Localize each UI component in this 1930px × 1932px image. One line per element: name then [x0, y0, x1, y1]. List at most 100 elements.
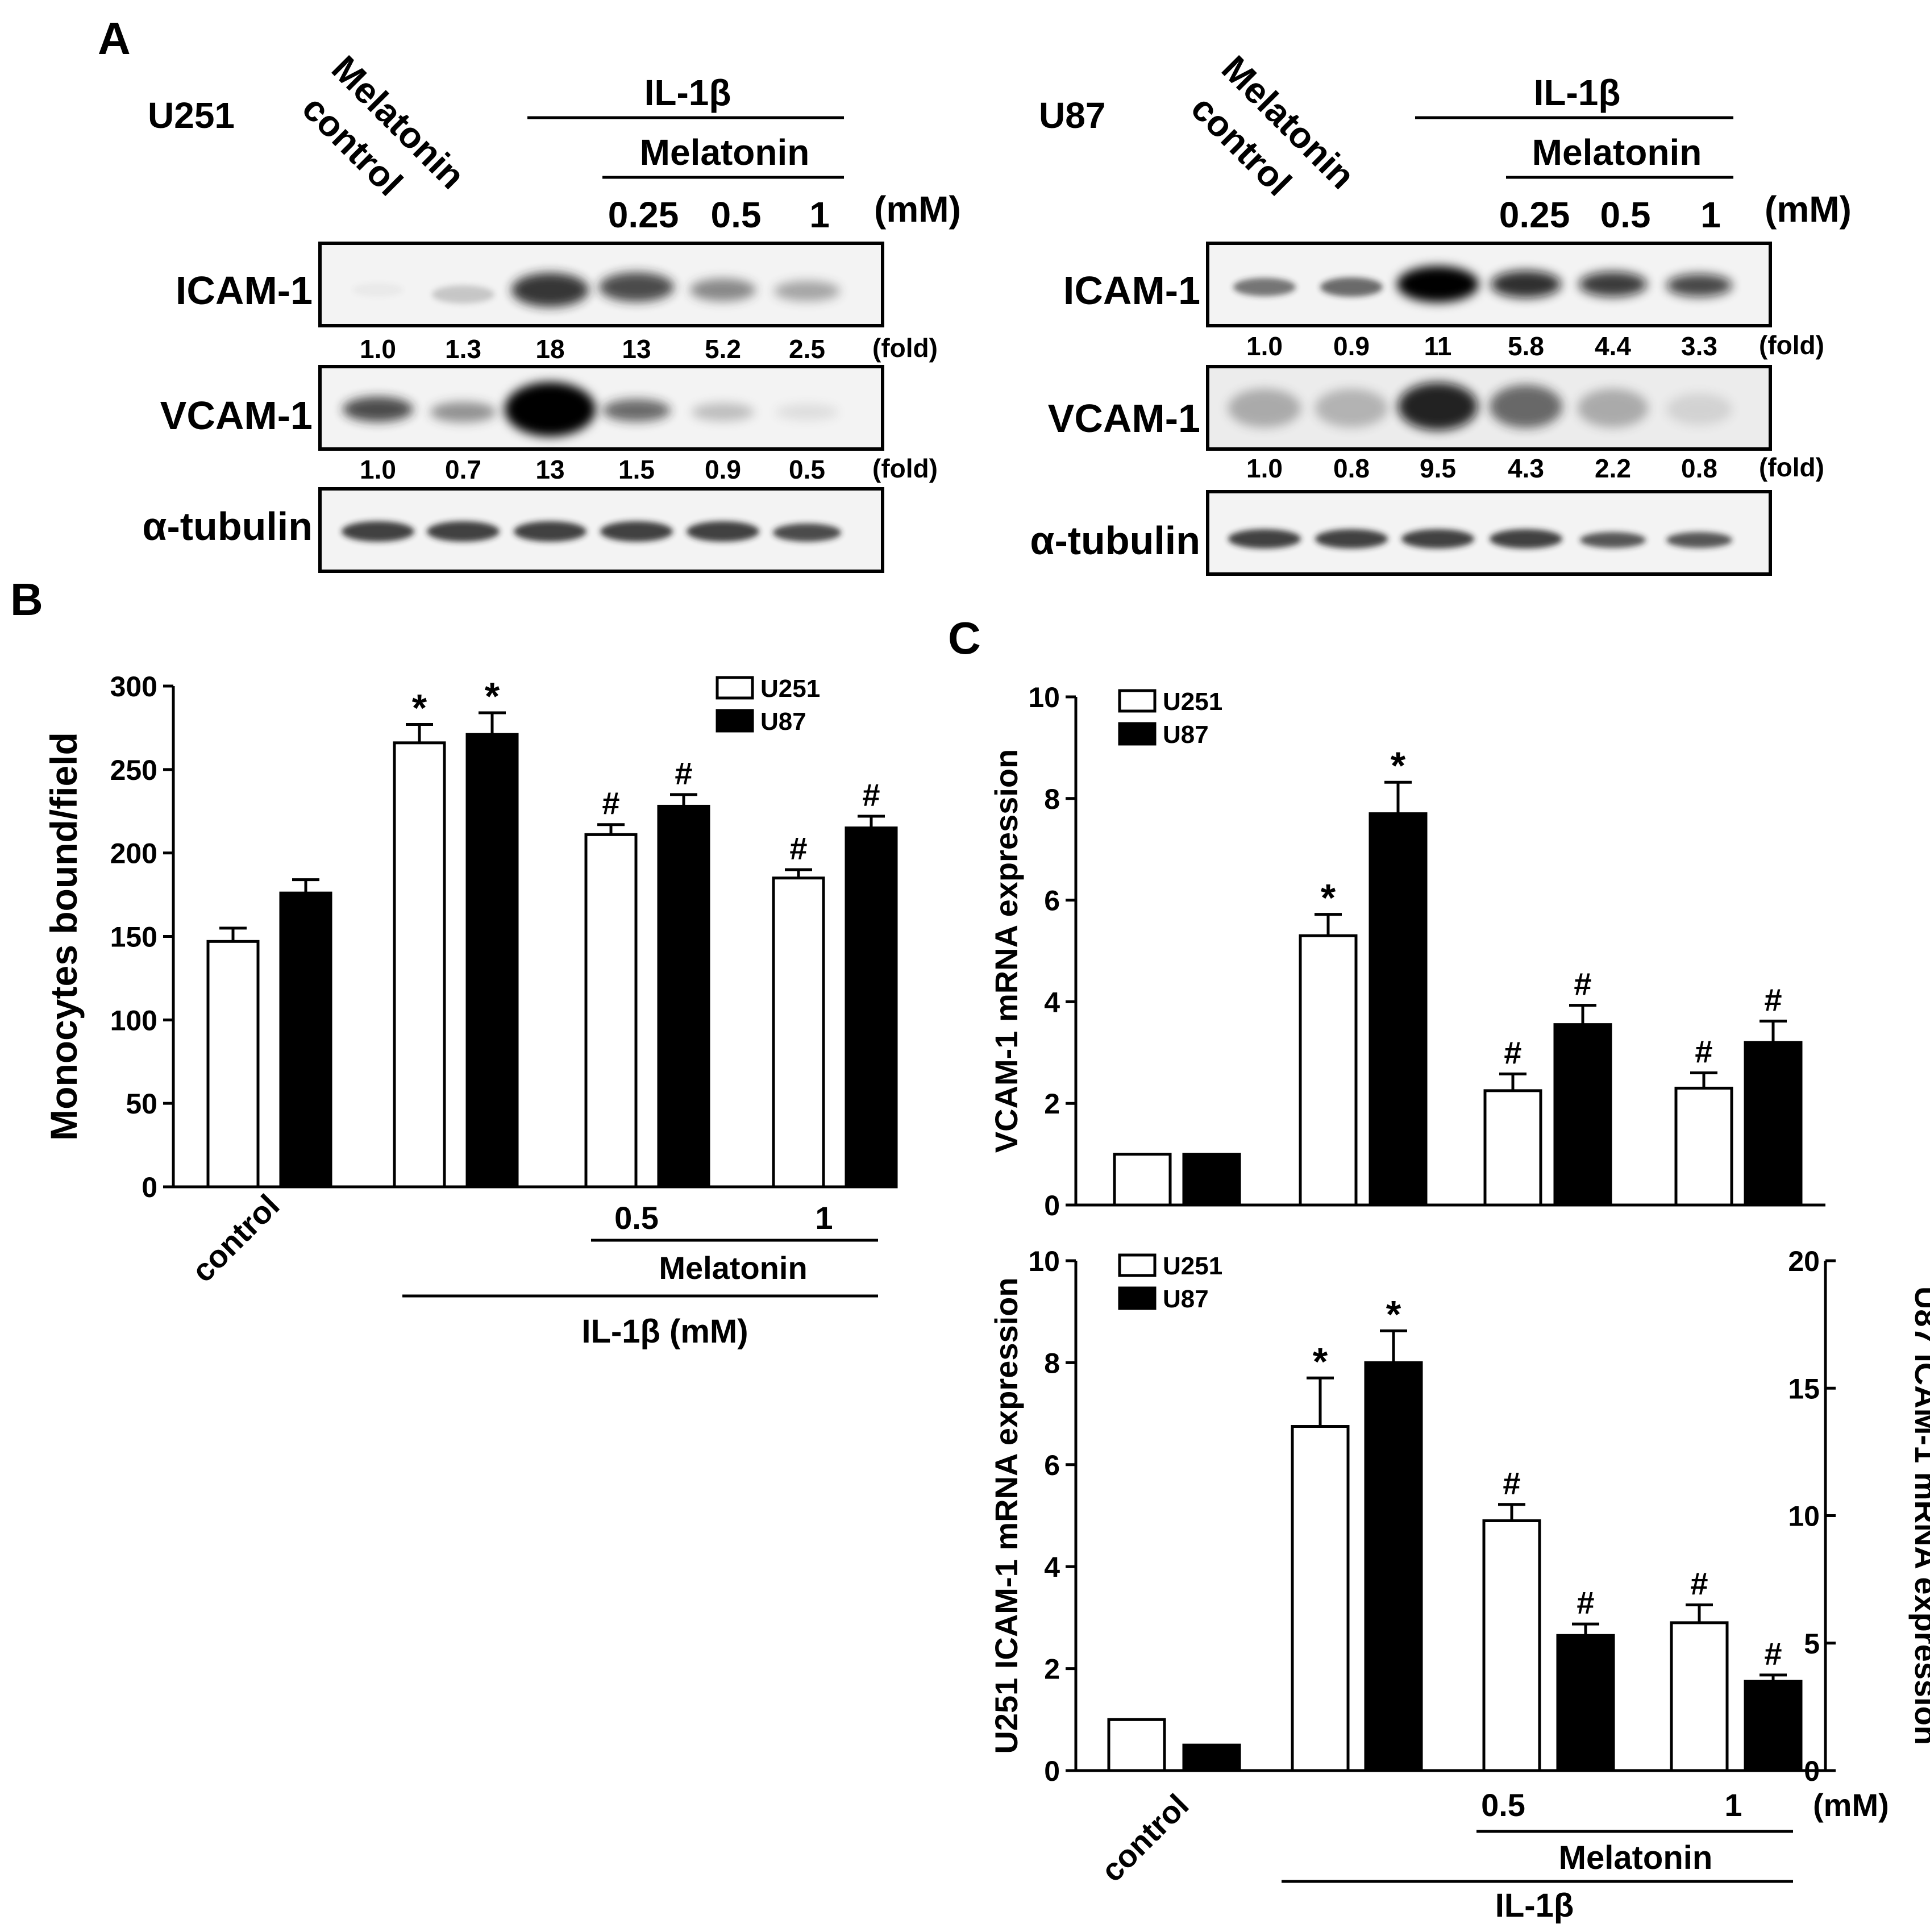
- fold-value: 5.2: [705, 334, 741, 364]
- x-label-control: control: [1094, 1787, 1196, 1889]
- band: [1491, 271, 1561, 298]
- il1b-header: IL-1β: [644, 72, 731, 113]
- bands-tubulin: [342, 521, 841, 542]
- band: [687, 521, 759, 542]
- y-axis-title: VCAM-1 mRNA expression: [988, 749, 1024, 1153]
- y-tick-label: 250: [110, 754, 157, 786]
- bar-u251: [1674, 1086, 1733, 1207]
- band: [1320, 277, 1383, 297]
- legend-swatch-u251: [1118, 689, 1157, 713]
- significance-hash: #: [1503, 1465, 1520, 1501]
- fold-unit: (fold): [1759, 452, 1824, 482]
- y-tick-label: 8: [1044, 783, 1060, 815]
- bar-u87: [1182, 1153, 1241, 1207]
- band: [1579, 272, 1647, 297]
- legend-label-u87: U87: [760, 708, 806, 736]
- fold-value: 4.3: [1508, 454, 1544, 483]
- significance-hash: #: [602, 786, 619, 821]
- legend-swatch-u251: [716, 676, 754, 700]
- band: [1666, 532, 1732, 548]
- bar-u87: [1182, 1743, 1241, 1772]
- fold-unit: (fold): [1759, 330, 1824, 360]
- significance-hash: #: [675, 755, 692, 791]
- band: [514, 521, 587, 542]
- bands-tubulin: [1228, 529, 1732, 549]
- significance-hash: #: [862, 777, 880, 813]
- bar-u251: [1291, 1425, 1350, 1772]
- y-tick-label: 0: [142, 1171, 157, 1203]
- y-tick-label: 6: [1044, 1449, 1060, 1481]
- significance-star: *: [1321, 876, 1336, 920]
- lane-dose-0-5: 0.5: [1600, 194, 1651, 235]
- fold-value: 0.5: [789, 455, 825, 484]
- row-label-icam1: ICAM-1: [176, 268, 313, 313]
- x-label-dose-0-5: 0.5: [1481, 1787, 1525, 1823]
- y-tick-label: 0: [1044, 1755, 1060, 1787]
- chart-c-x-annotations: control 0.5 1 (mM) Melatonin IL-1β: [1094, 1787, 1889, 1924]
- y-tick-label: 6: [1044, 885, 1060, 917]
- band: [1228, 389, 1301, 427]
- bar-u251: [1483, 1089, 1542, 1207]
- band: [432, 285, 494, 304]
- significance-star: *: [1386, 1293, 1401, 1336]
- significance-hash: #: [1690, 1565, 1708, 1601]
- cell-line-label: U87: [1039, 95, 1105, 136]
- fold-value: 0.9: [705, 455, 741, 484]
- bands-icam1: [1233, 266, 1732, 302]
- band: [1490, 529, 1562, 549]
- fold-row-vcam1: 1.0 0.8 9.5 4.3 2.2 0.8 (fold): [1246, 452, 1824, 483]
- band: [1490, 385, 1562, 428]
- band: [1666, 274, 1732, 297]
- fold-value: 1.0: [360, 334, 396, 364]
- panel-letter-c: C: [948, 613, 981, 663]
- band: [1228, 529, 1301, 549]
- y-tick-label: 0: [1044, 1190, 1060, 1221]
- x-label-dose-1: 1: [815, 1200, 833, 1236]
- significance-hash: #: [1695, 1034, 1712, 1070]
- bar-u251: [1482, 1519, 1541, 1772]
- legend-swatch-u87: [716, 709, 754, 733]
- bar-u87: [1744, 1041, 1803, 1207]
- row-label-tubulin: α-tubulin: [142, 504, 313, 549]
- fold-value: 11: [1424, 331, 1452, 361]
- y-tick-label: 150: [110, 921, 157, 953]
- legend-label-u251: U251: [1163, 1252, 1222, 1280]
- band: [1580, 532, 1646, 548]
- legend-label-u87: U87: [1163, 1285, 1209, 1313]
- band: [1578, 389, 1648, 427]
- bar-u87: [465, 733, 519, 1189]
- melatonin-header: Melatonin: [1532, 132, 1702, 173]
- legend-swatch-u251: [1118, 1253, 1157, 1277]
- bar-u87: [1553, 1023, 1612, 1207]
- x-label-dose-0-5: 0.5: [614, 1200, 659, 1236]
- bar-u87: [1556, 1634, 1615, 1772]
- band: [1401, 529, 1474, 549]
- chart-icam1-mrna: 0 2 4 6 8 10 0 5 10 15 20 U251 ICAM-1 mRNA expressi…: [988, 1245, 1930, 1787]
- row-label-tubulin: α-tubulin: [1030, 518, 1200, 563]
- bar-u251: [1107, 1718, 1166, 1772]
- dose-unit: (mM): [874, 189, 961, 230]
- band: [692, 403, 754, 421]
- fold-value: 4.4: [1595, 331, 1631, 361]
- fold-value: 0.9: [1333, 331, 1370, 361]
- chart-b-x-annotations: control 0.5 1 Melatonin IL-1β (mM): [185, 1187, 878, 1350]
- significance-star: *: [1391, 744, 1406, 787]
- y-tick-right-label: 0: [1804, 1755, 1820, 1787]
- row-label-vcam1: VCAM-1: [160, 393, 313, 438]
- band: [690, 279, 756, 301]
- melatonin-header: Melatonin: [640, 132, 810, 173]
- fold-row-vcam1: 1.0 0.7 13 1.5 0.9 0.5 (fold): [360, 454, 938, 484]
- x-label-melatonin: Melatonin: [1559, 1839, 1713, 1876]
- band: [773, 523, 841, 542]
- fold-value: 1.0: [360, 455, 396, 484]
- y-tick-label: 4: [1044, 1551, 1060, 1583]
- y-tick-label: 100: [110, 1004, 157, 1036]
- panel-letter-b: B: [10, 574, 43, 625]
- fold-unit: (fold): [872, 454, 938, 483]
- band: [1398, 383, 1478, 430]
- fold-value: 0.7: [445, 455, 481, 484]
- y-tick-label: 2: [1044, 1088, 1060, 1120]
- fold-value: 1.5: [618, 455, 655, 484]
- legend-label-u87: U87: [1163, 721, 1209, 749]
- band: [599, 272, 674, 302]
